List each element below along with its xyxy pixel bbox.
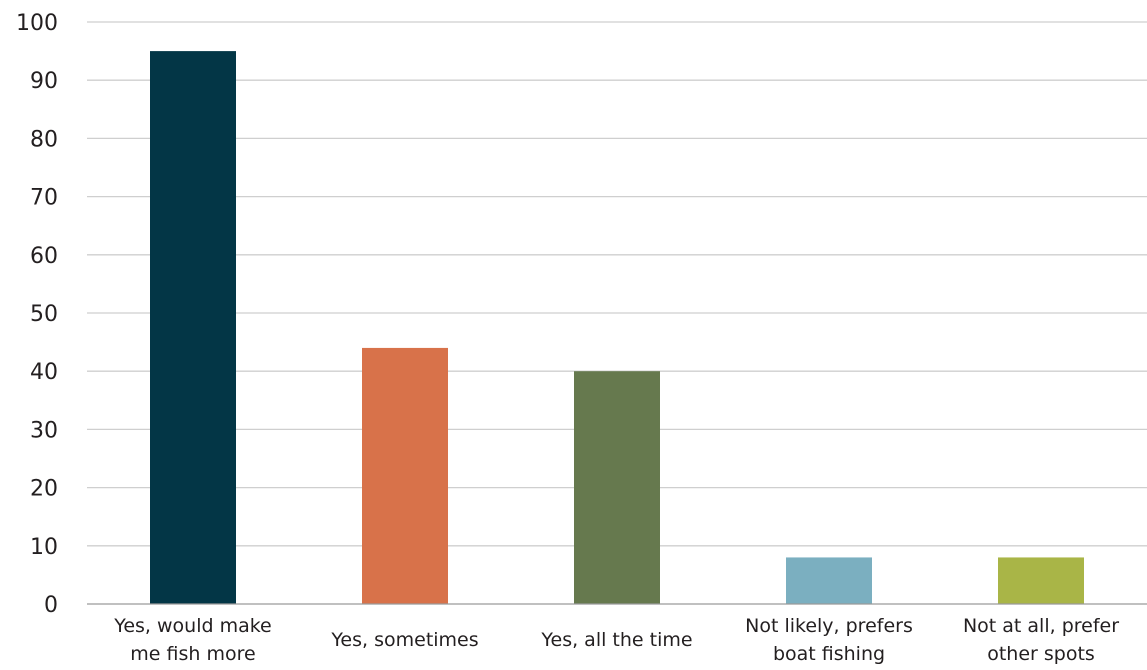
bar-0 [150,51,236,605]
bar-1 [362,347,448,604]
y-tick-label: 0 [44,593,58,618]
y-tick-label: 80 [30,127,58,152]
x-category-label: Yes, sometimes [330,629,478,651]
x-category-label-line: Yes, all the time [540,629,692,651]
y-tick-label: 50 [30,302,58,327]
x-category-label-line: boat fishing [773,643,885,665]
x-category-label-line: me fish more [130,643,255,665]
y-tick-label: 10 [30,535,58,560]
y-tick-label: 90 [30,69,58,94]
bars [150,51,1084,605]
x-category-label: Not likely, prefers boat fishing [745,615,913,665]
x-axis-category-labels: Yes, would make me fish more Yes, sometime… [113,615,1119,665]
x-category-label: Yes, all the time [540,629,692,651]
y-tick-label: 30 [30,418,58,443]
y-tick-label: 100 [16,11,58,36]
bar-3 [786,557,872,604]
x-category-label-line: Not likely, prefers [745,615,913,637]
x-category-label-line: Yes, sometimes [330,629,478,651]
x-category-label-line: Yes, would make [113,615,272,637]
x-category-label: Not at all, prefer other spots [963,615,1119,665]
y-axis-tick-labels: 0 10 20 30 40 50 60 70 80 90 100 [16,11,58,618]
y-tick-label: 20 [30,477,58,502]
y-tick-label: 40 [30,360,58,385]
x-category-label-line: other spots [987,643,1095,665]
gridlines [87,21,1147,547]
y-tick-label: 60 [30,244,58,269]
bar-4 [998,557,1084,604]
bar-2 [574,371,660,604]
x-category-label-line: Not at all, prefer [963,615,1119,637]
x-category-label: Yes, would make me fish more [113,615,272,665]
y-tick-label: 70 [30,186,58,211]
